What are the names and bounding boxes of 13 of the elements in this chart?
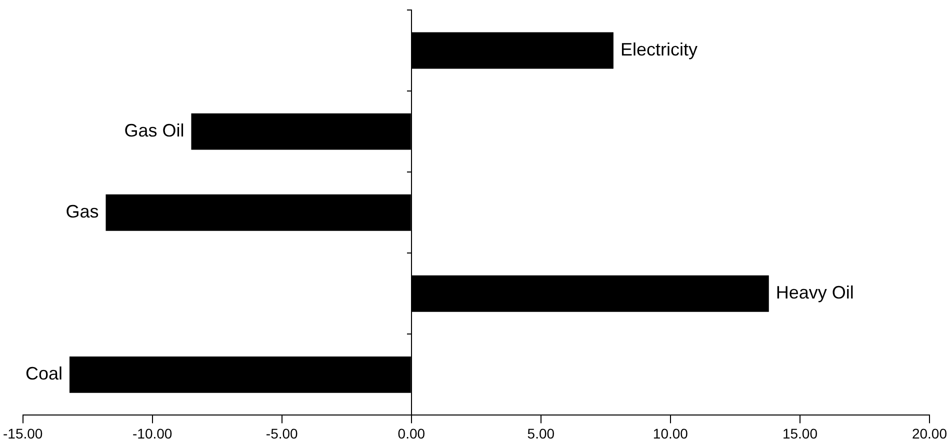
y-tick-label: Heavy Oil xyxy=(776,282,854,303)
x-tick-label: -5.00 xyxy=(266,425,298,442)
x-tick-label: 5.00 xyxy=(527,425,555,442)
x-tick-label: 0.00 xyxy=(398,425,426,442)
y-tick-label: Gas Oil xyxy=(124,120,184,141)
y-tick-label: Coal xyxy=(25,364,62,384)
x-tick-label: -15.00 xyxy=(2,425,43,442)
x-tick-label: 10.00 xyxy=(652,425,688,442)
x-tick-label: 15.00 xyxy=(782,425,818,442)
y-tick-label: Electricity xyxy=(620,39,698,60)
x-tick-label: 20.00 xyxy=(912,425,948,442)
x-tick-label: -10.00 xyxy=(132,425,172,442)
y-tick-label: Gas xyxy=(66,202,99,222)
